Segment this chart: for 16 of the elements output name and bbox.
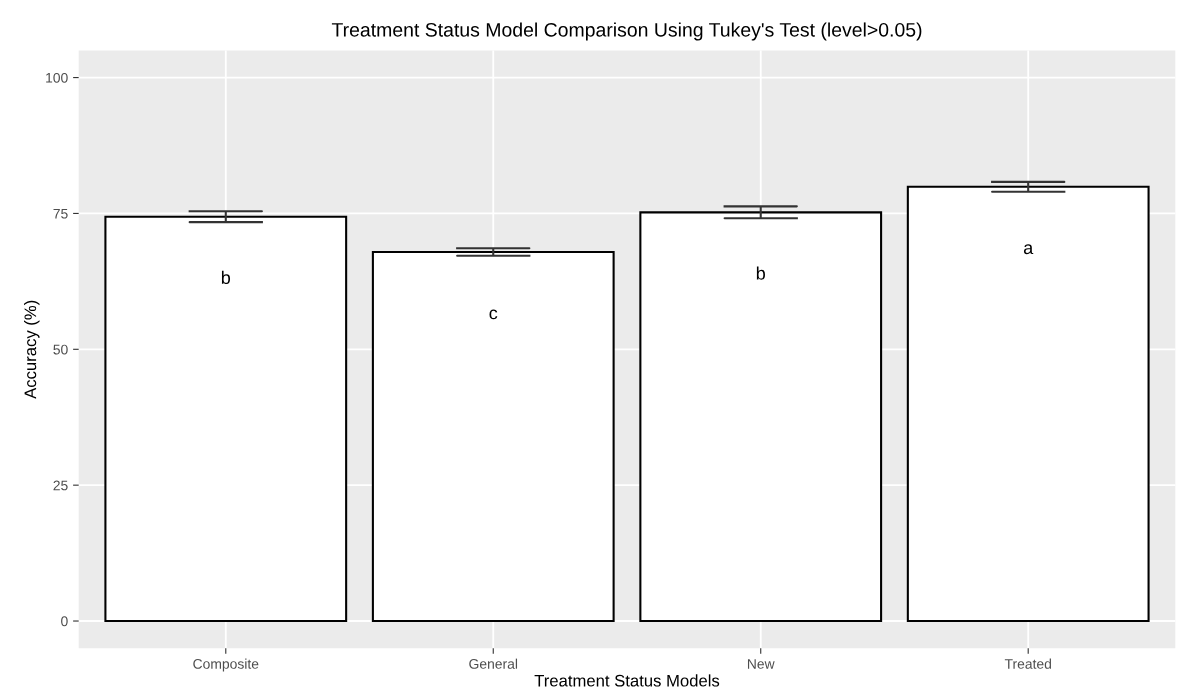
annotation: c [489,309,498,320]
y-tick-label: 25 [53,480,68,491]
x-tick-label: Composite [193,658,259,672]
annotation: b [221,270,231,285]
x-tick-label: Treated [1004,658,1051,669]
chart-title: Treatment Status Model Comparison Using Tukey's Test (level>0.05) [331,22,922,41]
y-tick-label: 75 [53,208,68,219]
y-axis-title: Accuracy (%) [23,300,40,399]
y-tick-label: 50 [53,344,68,355]
x-axis-title: Treatment Status Models [534,674,720,687]
x-tick-label: General [469,658,518,669]
annotation: b [756,266,765,280]
annotation: a [1023,244,1034,255]
y-tick-label: 100 [46,72,68,83]
y-tick-label: 0 [61,616,68,627]
x-tick-label: New [747,659,775,669]
